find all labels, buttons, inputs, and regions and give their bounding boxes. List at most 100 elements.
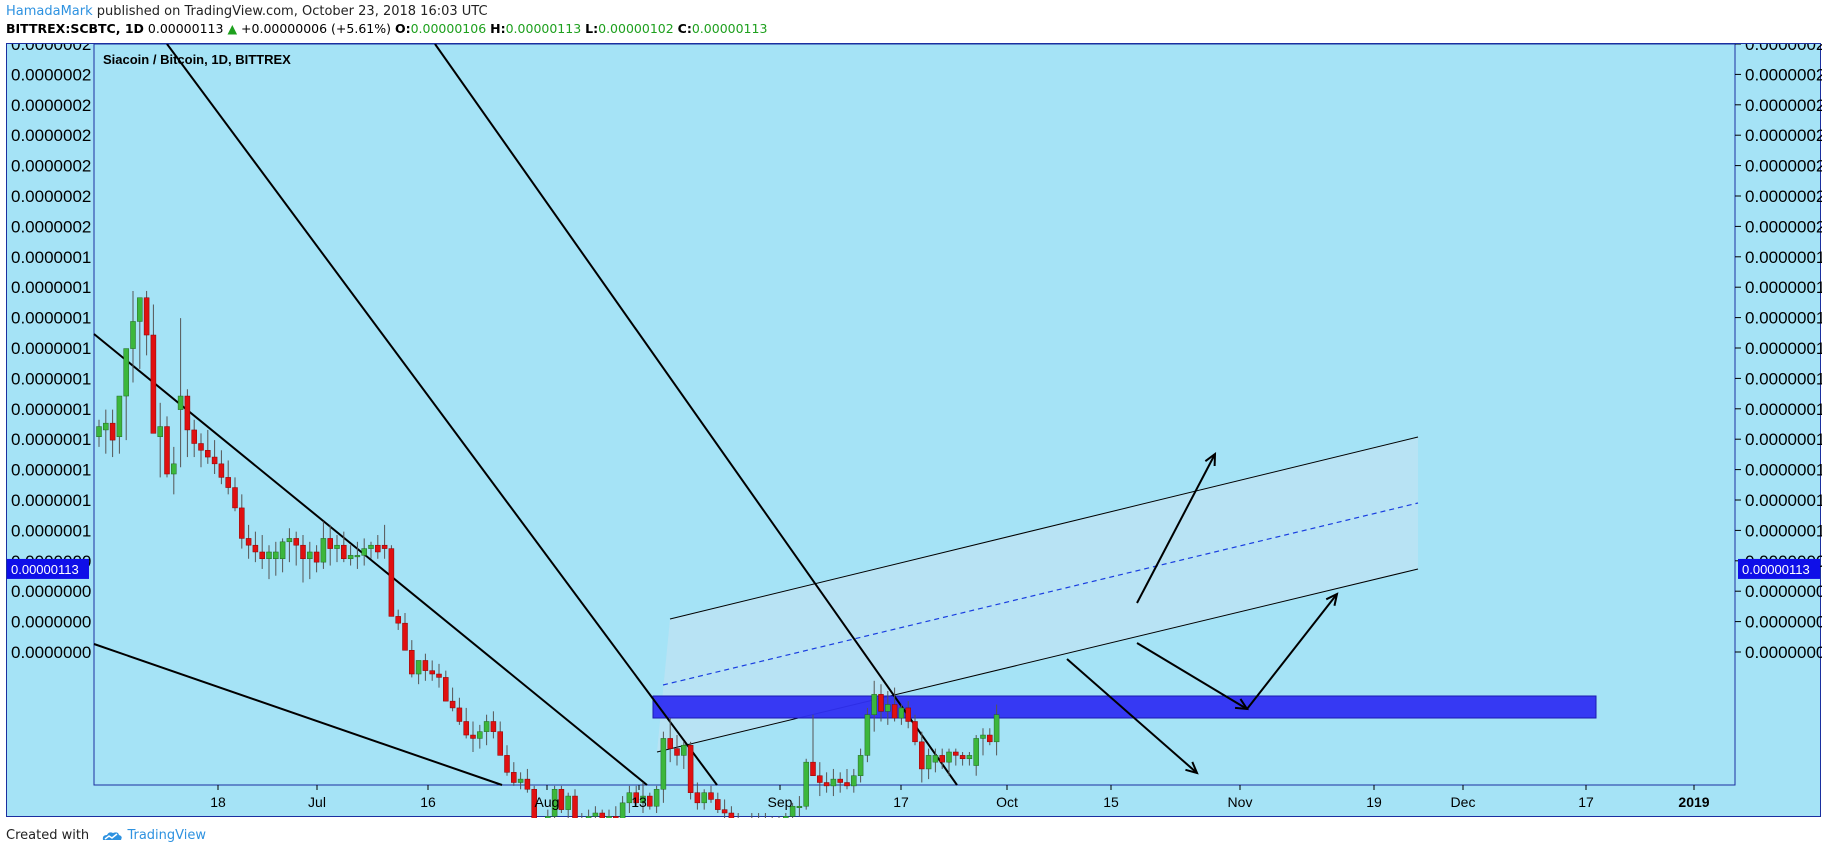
forecast-arrow-line[interactable] <box>1246 593 1338 710</box>
forecast-arrow-line[interactable] <box>1066 658 1198 774</box>
forecast-arrow-line[interactable] <box>1136 453 1216 604</box>
candle-body <box>198 443 204 451</box>
forecast-arrow-line[interactable] <box>1136 642 1248 710</box>
drawings-layer[interactable] <box>93 44 1597 786</box>
candle-body <box>660 738 667 790</box>
y-tick-label-right: 0.0000002 <box>1745 65 1822 84</box>
y-tick-label-left: 0.0000002 <box>11 187 91 206</box>
ascending-channel-fill[interactable] <box>657 437 1418 752</box>
candle-body <box>946 751 952 763</box>
y-tick-label-right: 0.0000000 <box>1745 643 1822 662</box>
candle-body <box>687 744 694 793</box>
y-tick-label-right: 0.0000000 <box>1745 613 1822 632</box>
candle-body <box>415 660 422 675</box>
last-price: 0.00000113 <box>147 21 224 36</box>
candle-body <box>585 816 592 818</box>
candle-body <box>531 789 537 818</box>
tradingview-cloud-icon <box>103 831 122 840</box>
candle-body <box>606 816 612 818</box>
candle-body <box>565 795 571 810</box>
author-link[interactable]: HamadaMark <box>6 4 93 19</box>
y-tick-label-right: 0.0000002 <box>1745 217 1822 236</box>
footer: Created with TradingView <box>6 828 206 843</box>
channel-lower-line[interactable] <box>656 568 1419 753</box>
y-tick-label-right: 0.0000002 <box>1745 96 1822 115</box>
downtrend-line-3[interactable] <box>93 333 648 786</box>
y-tick-label-left: 0.0000001 <box>11 400 91 419</box>
candle-body <box>409 650 415 675</box>
price-axis-right[interactable]: 0.0000002 0.0000002 0.0000002 0.0000002 0.00… <box>1735 44 1822 662</box>
candle-body <box>456 707 463 722</box>
candle-body <box>422 660 429 671</box>
up-arrow-icon: ▲ <box>227 21 238 36</box>
candle-body <box>599 812 605 818</box>
chart-svg[interactable]: 0.0000002 0.0000002 0.0000002 0.0000002 0.00… <box>7 44 1822 818</box>
candle-body <box>286 538 293 543</box>
candle-body <box>626 792 633 804</box>
candle-body <box>851 775 857 787</box>
candle-body <box>361 548 367 556</box>
price-axis-left[interactable]: 0.0000002 0.0000002 0.0000002 0.0000002 0.00… <box>7 44 91 662</box>
close-value: 0.00000113 <box>691 21 768 36</box>
downtrend-line-1[interactable] <box>166 44 718 786</box>
candle-body <box>273 551 279 560</box>
current-price-tag-right <box>1738 558 1820 579</box>
candle-body <box>252 544 259 553</box>
candle-body <box>715 799 721 810</box>
candle-body <box>728 812 735 818</box>
y-tick-label-right: 0.0000001 <box>1745 309 1822 328</box>
candle-body <box>205 450 211 458</box>
time-axis[interactable]: 18 Jul 16 Aug 13 Sep 17 Oct 15 Nov 19 Dec 17 2019 <box>210 785 1710 810</box>
channel-upper-line[interactable] <box>669 436 1419 620</box>
candle-body <box>443 677 449 702</box>
candle-body <box>993 714 1000 743</box>
y-tick-label-right: 0.0000002 <box>1745 126 1822 145</box>
tradingview-link[interactable]: TradingView <box>101 828 206 843</box>
forecast-arrow-head[interactable] <box>1325 592 1339 606</box>
candle-body <box>674 748 680 756</box>
x-tick-label: Nov <box>1228 794 1253 810</box>
y-tick-label-right: 0.0000001 <box>1745 369 1822 388</box>
candle-body <box>225 477 231 488</box>
forecast-arrow-head[interactable] <box>1204 451 1217 467</box>
candle-body <box>987 734 993 743</box>
candle-body <box>245 538 252 546</box>
candle-body <box>483 721 490 732</box>
candle-body <box>891 704 898 719</box>
candle-body <box>266 551 272 560</box>
x-tick-label: Jul <box>308 794 326 810</box>
candle-body <box>647 795 653 807</box>
candle-body <box>953 751 959 756</box>
y-tick-label-right: 0.0000001 <box>1745 400 1822 419</box>
candle-body <box>517 778 524 783</box>
candle-body <box>844 782 850 787</box>
candle-body <box>191 429 197 444</box>
candle-body <box>368 544 374 549</box>
downtrend-line-4[interactable] <box>93 643 503 786</box>
candle-body <box>177 395 184 410</box>
candle-body <box>449 700 456 709</box>
forecast-arrow-head[interactable] <box>1185 761 1199 775</box>
candle-body <box>116 395 123 437</box>
y-tick-label-left: 0.0000001 <box>11 248 91 267</box>
candle-body <box>878 694 884 712</box>
chart-area[interactable]: 0.0000002 0.0000002 0.0000002 0.0000002 0.00… <box>6 43 1822 818</box>
candle-body <box>395 616 401 624</box>
x-tick-label: 2019 <box>1678 794 1709 810</box>
candle-body <box>966 755 973 760</box>
candle-body <box>143 297 150 336</box>
candle-body <box>388 548 395 617</box>
support-zone-rect[interactable] <box>652 695 1597 719</box>
high-value: 0.00000113 <box>505 21 582 36</box>
candle-body <box>871 694 877 715</box>
candle-body <box>667 738 673 749</box>
channel-mid-line[interactable] <box>662 502 1419 686</box>
candle-body <box>837 778 843 783</box>
y-tick-label-left: 0.0000002 <box>11 157 91 176</box>
candle-body <box>259 551 265 560</box>
downtrend-line-2[interactable] <box>434 44 958 786</box>
y-tick-label-left: 0.0000001 <box>11 491 91 510</box>
candle-body <box>857 755 864 776</box>
candle-body <box>300 544 306 560</box>
y-tick-label-right: 0.0000001 <box>1745 430 1822 449</box>
